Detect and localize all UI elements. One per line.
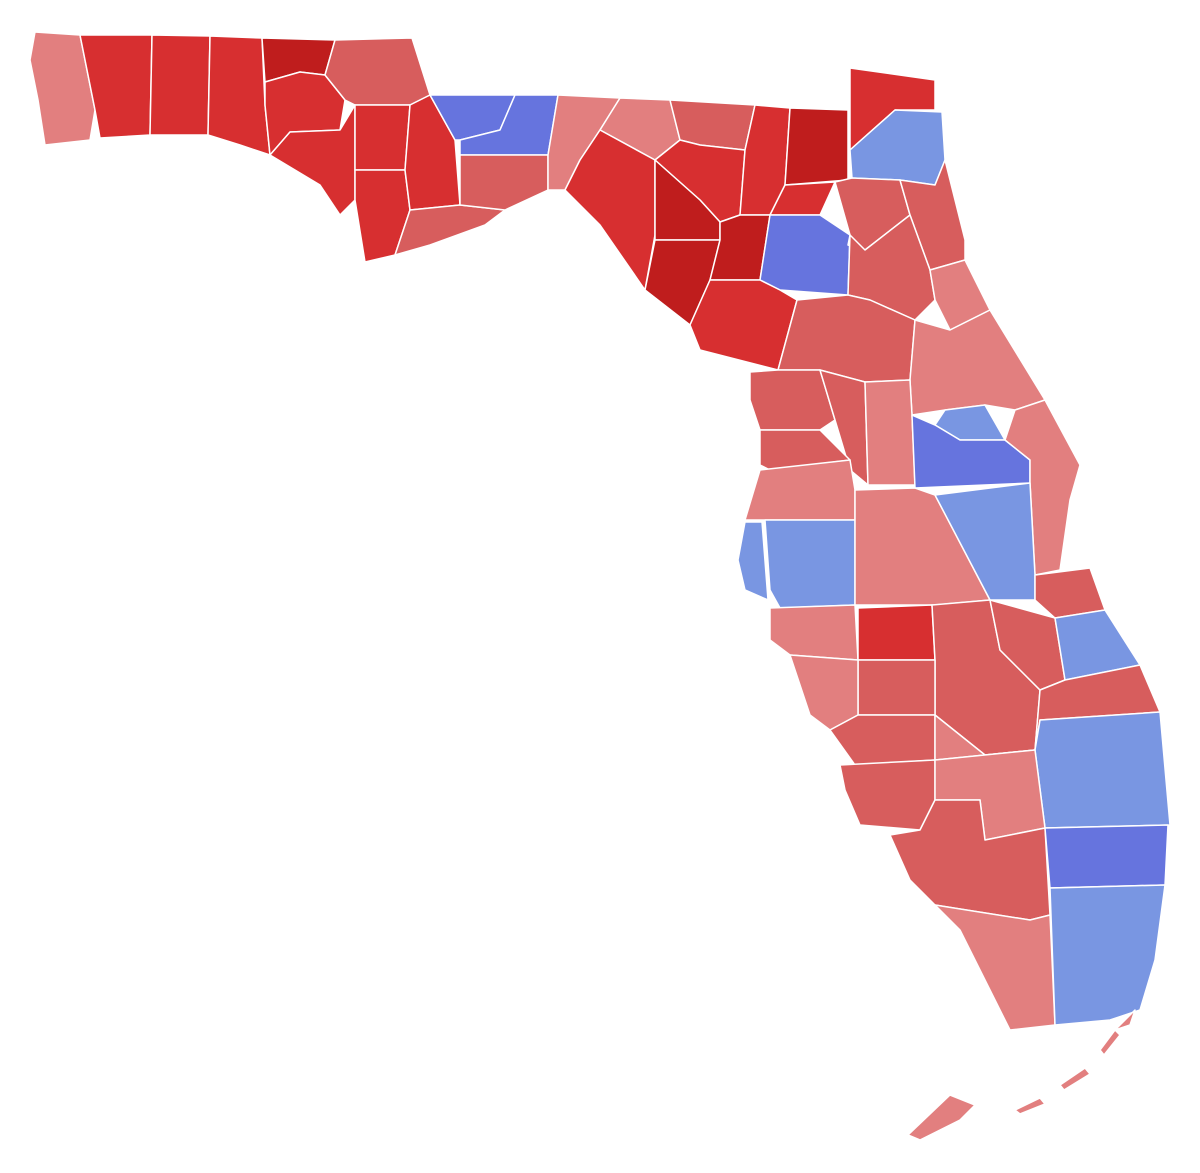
county [857, 659, 936, 716]
county [829, 714, 936, 766]
county [79, 34, 153, 139]
county [849, 67, 936, 151]
county [769, 604, 859, 661]
counties [29, 31, 1171, 1141]
county [819, 369, 869, 486]
county [1014, 1097, 1046, 1115]
county [1034, 567, 1106, 619]
county [1059, 1067, 1091, 1091]
county [864, 379, 916, 486]
county [459, 154, 549, 211]
county [1004, 399, 1081, 576]
county [749, 369, 836, 431]
county [354, 104, 411, 171]
county [324, 37, 431, 106]
county [744, 459, 856, 521]
county [1034, 711, 1171, 829]
county [1114, 1009, 1136, 1031]
county [149, 34, 211, 136]
county [207, 35, 271, 156]
county [934, 904, 1056, 1031]
county [1099, 1029, 1121, 1056]
county [789, 654, 859, 731]
county [1049, 884, 1166, 1026]
county [784, 107, 849, 186]
county [839, 759, 936, 831]
county [737, 521, 769, 601]
county [857, 604, 936, 661]
county [909, 309, 1046, 416]
county [1044, 824, 1169, 889]
county [759, 214, 851, 296]
county [764, 519, 856, 609]
county [907, 1094, 976, 1141]
county [394, 204, 506, 256]
